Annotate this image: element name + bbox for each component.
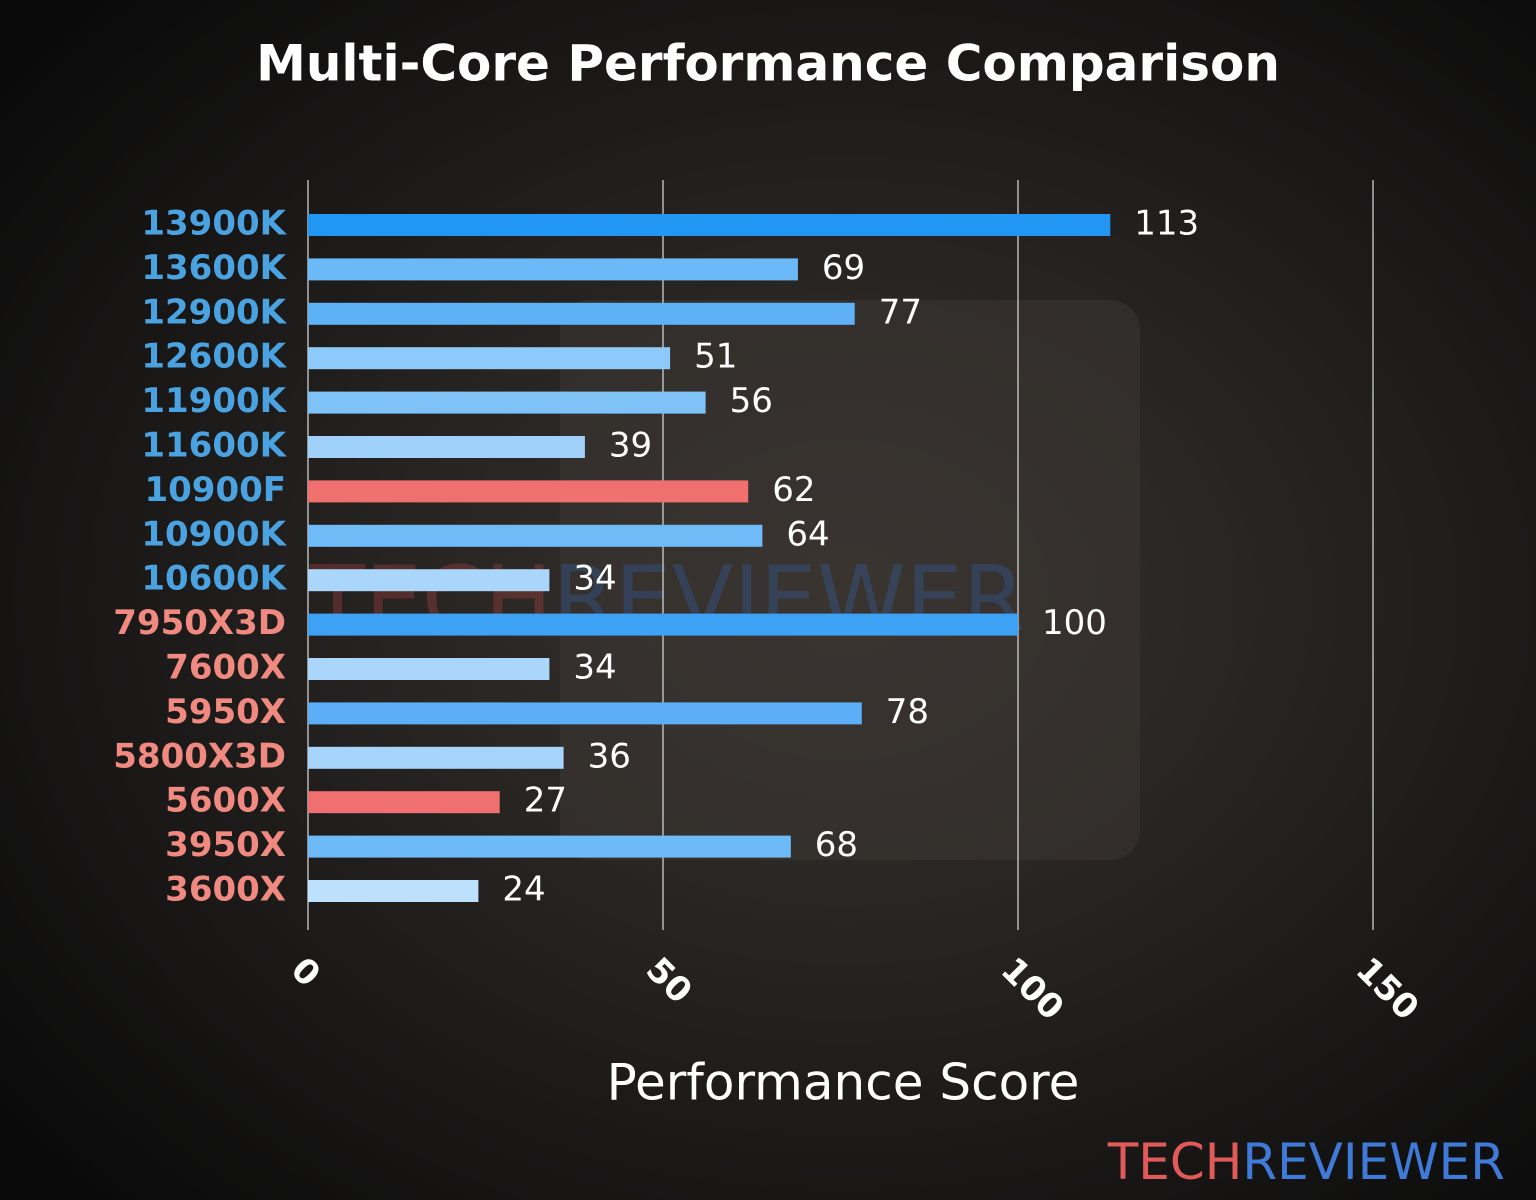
- y-tick-label: 10600K: [141, 559, 287, 599]
- y-tick-label: 13900K: [141, 204, 287, 244]
- y-tick-label: 7950X3D: [113, 603, 286, 643]
- y-tick-label: 11900K: [141, 381, 287, 421]
- value-label: 27: [524, 781, 567, 821]
- watermark: TECHREVIEWER: [309, 547, 1025, 652]
- value-label: 34: [573, 648, 616, 688]
- value-label: 34: [573, 559, 616, 599]
- bar: [308, 524, 763, 547]
- bar: [308, 746, 564, 769]
- y-tick-label: 12600K: [141, 337, 287, 377]
- bar: [308, 480, 749, 503]
- bar: [308, 835, 791, 858]
- x-axis-label: Performance Score: [607, 1054, 1080, 1112]
- y-tick-label: 11600K: [141, 426, 287, 466]
- y-tick-label: 5800X3D: [113, 736, 286, 776]
- watermark-logo: TECHREVIEWER: [1107, 1133, 1505, 1191]
- value-label: 113: [1134, 204, 1199, 244]
- bar: [308, 613, 1018, 636]
- value-label: 62: [772, 470, 815, 510]
- value-label: 24: [502, 870, 545, 910]
- value-label: 64: [786, 514, 829, 554]
- bar: [308, 391, 706, 414]
- value-label: 68: [815, 825, 858, 865]
- bar: [308, 791, 500, 814]
- value-label: 100: [1042, 603, 1107, 643]
- bar: [308, 658, 550, 680]
- value-label: 39: [609, 426, 652, 466]
- bar: [308, 302, 855, 325]
- y-tick-label: 12900K: [141, 292, 287, 332]
- bar: [308, 702, 862, 725]
- y-tick-label: 13600K: [141, 248, 287, 288]
- value-label: 56: [730, 381, 773, 421]
- y-tick-label: 3600X: [165, 870, 286, 910]
- value-label: 69: [822, 248, 865, 288]
- bar: [308, 569, 550, 592]
- value-label: 78: [886, 692, 929, 732]
- bar: [308, 214, 1111, 236]
- y-tick-label: 7600X: [165, 648, 286, 688]
- bar: [308, 347, 671, 370]
- y-tick-label: 5950X: [165, 692, 286, 732]
- chart-title: Multi-Core Performance Comparison: [256, 35, 1280, 93]
- y-tick-label: 10900F: [144, 470, 286, 510]
- bar: [308, 880, 479, 902]
- value-label: 36: [588, 736, 631, 776]
- bar: [308, 436, 585, 458]
- y-tick-label: 3950X: [165, 825, 286, 865]
- y-tick-label: 10900K: [141, 514, 287, 554]
- y-tick-label: 5600X: [165, 781, 286, 821]
- value-label: 51: [694, 337, 737, 377]
- bar: [308, 258, 798, 281]
- value-label: 77: [879, 292, 922, 332]
